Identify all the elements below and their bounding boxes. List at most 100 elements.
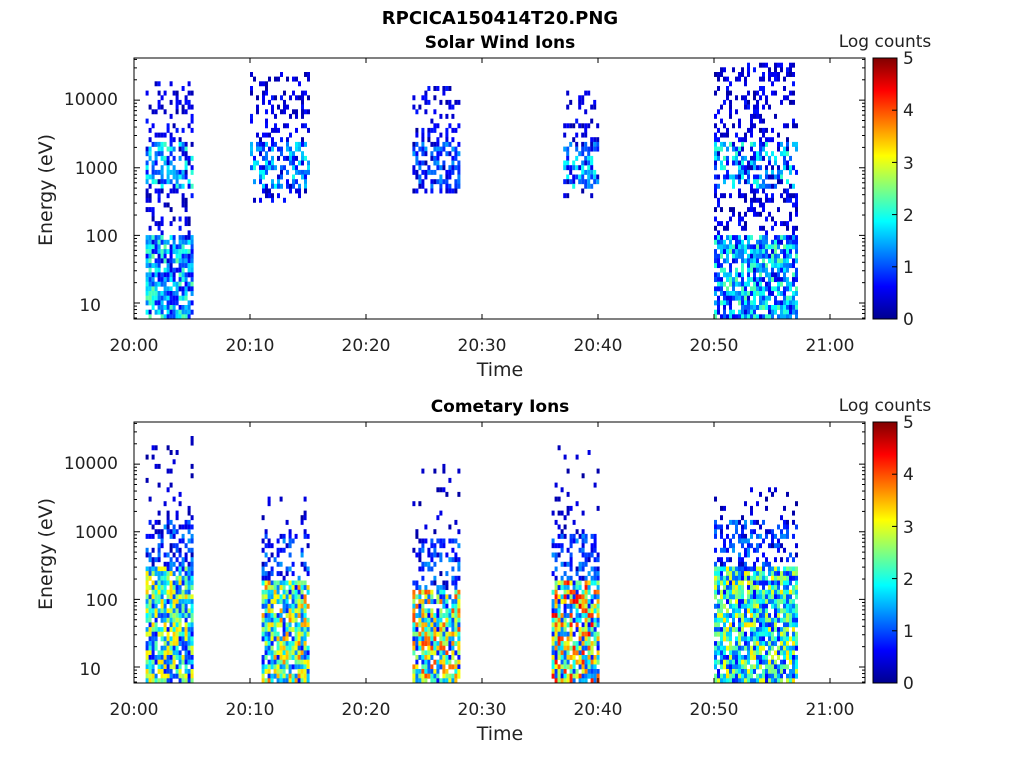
heatmap-cell: [187, 613, 191, 619]
heatmap-cell: [587, 673, 591, 679]
heatmap-cell: [282, 627, 286, 633]
y-axis-label: Energy (eV): [35, 134, 57, 246]
x-axis-label: Time: [476, 723, 524, 745]
heatmap-cell: [726, 235, 729, 241]
heatmap-cell: [448, 636, 452, 642]
heatmap-cell: [415, 659, 419, 665]
heatmap-cell: [291, 650, 295, 656]
heatmap-cell: [454, 146, 458, 152]
heatmap-cell: [184, 594, 188, 600]
heatmap-cell: [279, 599, 283, 605]
heatmap-cell: [181, 673, 185, 679]
heatmap-cell: [430, 538, 434, 544]
heatmap-cell: [590, 613, 594, 619]
heatmap-cell: [783, 165, 786, 171]
heatmap-cell: [714, 594, 717, 600]
heatmap-cell: [596, 617, 600, 623]
heatmap-cell: [412, 104, 416, 110]
heatmap-cell: [306, 585, 310, 591]
heatmap-cell: [765, 165, 768, 171]
heatmap-cell: [445, 580, 449, 586]
heatmap-cell: [741, 622, 744, 628]
heatmap-cell: [735, 272, 738, 278]
heatmap-cell: [148, 608, 152, 614]
heatmap-cell: [738, 239, 741, 245]
heatmap-cell: [765, 244, 768, 250]
heatmap-cell: [169, 561, 173, 567]
heatmap-cell: [756, 533, 759, 539]
heatmap-cell: [172, 188, 176, 194]
heatmap-cell: [178, 575, 182, 581]
heatmap-cell: [163, 659, 167, 665]
heatmap-cell: [750, 673, 753, 679]
heatmap-cell: [184, 305, 188, 310]
heatmap-cell: [786, 123, 789, 129]
heatmap-cell: [563, 533, 567, 539]
heatmap-cell: [298, 193, 301, 199]
heatmap-cell: [714, 141, 717, 147]
heatmap-cell: [572, 631, 576, 637]
heatmap-cell: [424, 669, 428, 674]
heatmap-cell: [714, 673, 717, 679]
heatmap-cell: [753, 95, 756, 101]
heatmap-cell: [442, 613, 446, 619]
heatmap-cell: [418, 585, 422, 591]
heatmap-cell: [723, 589, 726, 595]
heatmap-cell: [759, 617, 762, 623]
heatmap-cell: [301, 169, 304, 175]
heatmap-cell: [439, 151, 443, 157]
heatmap-cell: [744, 636, 747, 642]
heatmap-cell: [166, 664, 170, 670]
heatmap-cell: [593, 636, 597, 642]
heatmap-cell: [148, 599, 152, 605]
heatmap-cell: [285, 603, 289, 609]
heatmap-cell: [181, 263, 185, 269]
heatmap-cell: [259, 151, 262, 157]
heatmap-cell: [181, 253, 185, 259]
heatmap-cell: [276, 655, 280, 660]
heatmap-cell: [451, 641, 455, 647]
heatmap-cell: [175, 291, 179, 296]
heatmap-cell: [762, 225, 765, 231]
heatmap-cell: [750, 543, 753, 549]
heatmap-cell: [169, 146, 173, 152]
heatmap-cell: [774, 603, 777, 609]
heatmap-cell: [720, 664, 723, 670]
heatmap-cell: [774, 183, 777, 189]
heatmap-cell: [777, 72, 780, 77]
heatmap-cell: [297, 631, 301, 637]
heatmap-cell: [738, 641, 741, 647]
heatmap-cell: [735, 76, 738, 82]
heatmap-cell: [421, 631, 425, 637]
heatmap-cell: [184, 650, 188, 656]
heatmap-cell: [714, 235, 717, 241]
heatmap-cell: [190, 165, 194, 171]
heatmap-cell: [735, 580, 738, 586]
heatmap-cell: [756, 197, 759, 203]
heatmap-cell: [442, 589, 446, 595]
heatmap-cell: [714, 300, 717, 306]
heatmap-cell: [154, 155, 158, 161]
heatmap-cell: [759, 277, 762, 283]
heatmap-cell: [439, 645, 443, 651]
heatmap-cell: [457, 650, 461, 656]
heatmap-cell: [714, 585, 717, 591]
heatmap-cell: [454, 519, 458, 525]
heatmap-cell: [264, 613, 268, 619]
heatmap-cell: [726, 95, 729, 101]
heatmap-cell: [738, 617, 741, 623]
heatmap-cell: [175, 608, 179, 614]
heatmap-cell: [780, 543, 783, 549]
heatmap-cell: [415, 151, 419, 157]
heatmap-cell: [169, 244, 173, 250]
heatmap-cell: [762, 127, 765, 133]
heatmap-cell: [581, 547, 585, 553]
heatmap-cell: [750, 253, 753, 259]
heatmap-cell: [768, 645, 771, 651]
heatmap-cell: [795, 300, 798, 306]
heatmap-cell: [187, 253, 191, 259]
heatmap-cell: [557, 645, 561, 651]
heatmap-cell: [190, 515, 194, 521]
heatmap-cell: [439, 538, 443, 544]
heatmap-cell: [166, 617, 170, 623]
